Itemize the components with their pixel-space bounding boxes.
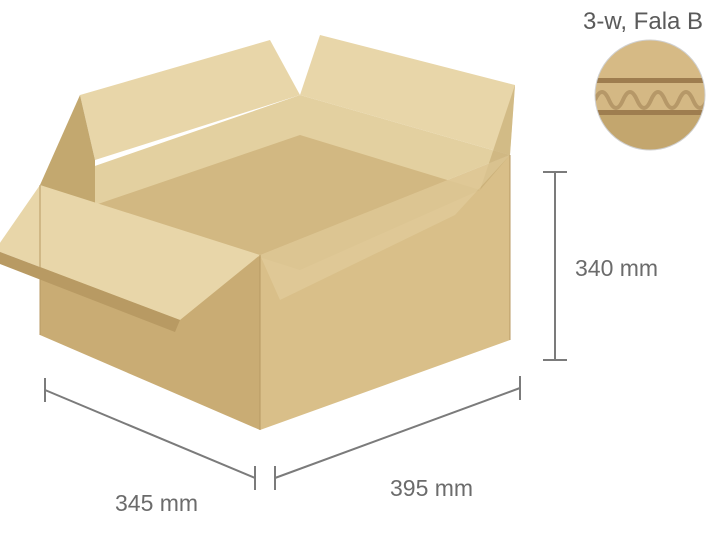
flute-detail-icon — [595, 40, 707, 155]
depth-label: 345 mm — [115, 490, 198, 517]
spec-label: 3-w, Fala B — [583, 8, 703, 36]
width-label: 395 mm — [390, 475, 473, 502]
height-label: 340 mm — [575, 255, 658, 282]
